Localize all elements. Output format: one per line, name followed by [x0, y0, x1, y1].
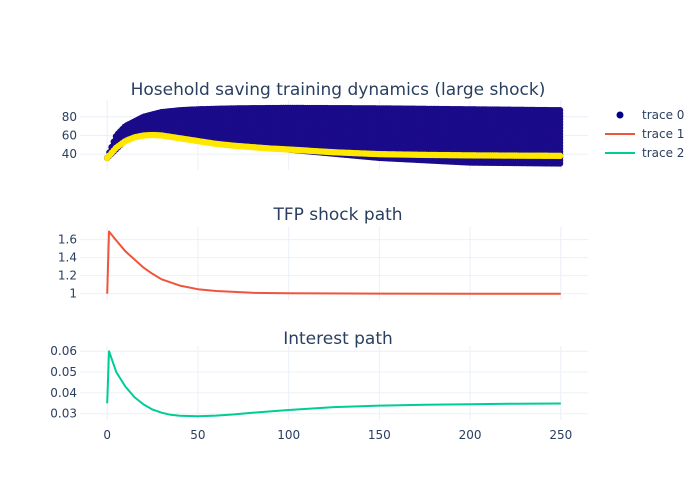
series-1	[106, 350, 561, 418]
y-tick-label: 1.6	[58, 233, 77, 247]
y-tick-label: 0.03	[50, 407, 77, 421]
x-tick-label: 0	[103, 428, 111, 442]
panel-title: TFP shock path	[272, 205, 402, 225]
panel-1: 40 60 80 Hosehold saving training dynamics …	[62, 80, 588, 170]
series-2	[104, 131, 564, 162]
chart-panels: 40 60 80 Hosehold saving training dynamics …	[50, 80, 588, 442]
series-1	[106, 230, 561, 295]
y-tick-label: 80	[62, 110, 77, 124]
y-tick-label: 1.2	[58, 269, 77, 283]
y-tick-label: 40	[62, 147, 77, 161]
y-tick-label: 0.06	[50, 344, 77, 358]
x-tick-label: 50	[190, 428, 205, 442]
y-tick-label: 1.4	[58, 251, 77, 265]
x-tick-label: 200	[459, 428, 482, 442]
series-1	[104, 104, 564, 167]
legend-label: trace 2	[642, 146, 684, 160]
legend-item[interactable]: trace 1	[605, 127, 684, 141]
legend-label: trace 0	[642, 108, 684, 122]
y-tick-label: 0.05	[50, 365, 77, 379]
x-tick-label: 150	[368, 428, 391, 442]
y-tick-label: 0.04	[50, 386, 77, 400]
x-tick-label: 250	[549, 428, 572, 442]
data-point	[556, 107, 564, 114]
legend-label: trace 1	[642, 127, 684, 141]
legend-marker	[616, 111, 624, 119]
y-tick-label: 1	[69, 287, 77, 301]
panel-title: Hosehold saving training dynamics (large…	[131, 80, 546, 100]
panel-3: 0.03 0.04 0.05 0.06 Interest path 0 50 100 150 20…	[50, 329, 588, 442]
panel-title: Interest path	[283, 329, 393, 349]
legend-item[interactable]: trace 0	[616, 108, 685, 122]
x-tick-label: 100	[277, 428, 300, 442]
series-line	[106, 350, 561, 418]
series-line	[106, 230, 561, 295]
legend[interactable]: trace 0 trace 1 trace 2	[605, 108, 684, 160]
data-point	[556, 152, 564, 160]
panel-2: 1 1.2 1.4 1.6 TFP shock path	[58, 205, 588, 301]
legend-item[interactable]: trace 2	[605, 146, 684, 160]
y-tick-label: 60	[62, 128, 77, 142]
